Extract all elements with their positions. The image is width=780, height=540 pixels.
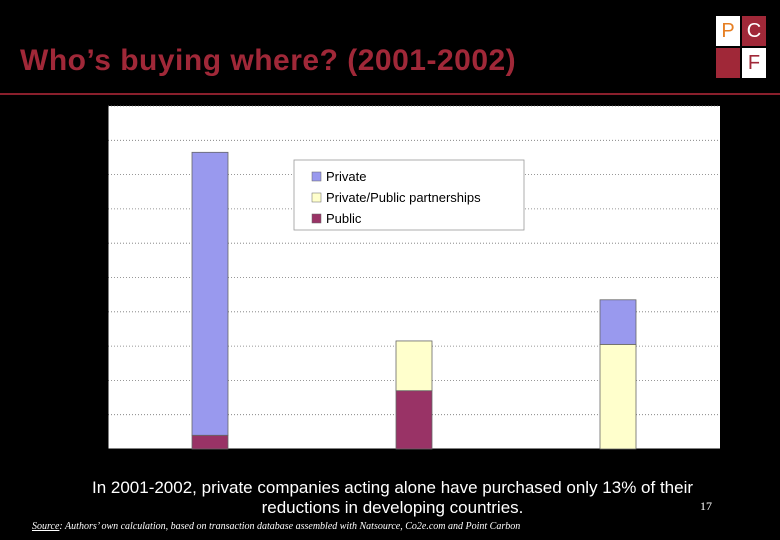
bar-segment [599, 343, 637, 450]
slide-title: Who’s buying where? (2001-2002) [20, 44, 517, 77]
y-tick-label: 10 [86, 271, 100, 286]
y-tick-label: 4 [93, 373, 100, 388]
y-tick-label: 18 [86, 133, 100, 148]
y-tick-label: 16 [86, 168, 100, 183]
slide-caption: In 2001-2002, private companies acting a… [40, 478, 745, 518]
legend-swatch [311, 192, 322, 203]
bar-segment [395, 340, 433, 392]
y-tick-label: 14 [86, 202, 100, 217]
legend-swatch [311, 171, 322, 182]
bar-segment [191, 151, 229, 436]
y-tick-label: 0 [93, 442, 100, 457]
legend-label: Public [326, 211, 362, 226]
source-label: Source [32, 521, 60, 532]
bar-segment [191, 434, 229, 450]
title-underline [0, 93, 780, 95]
x-tick-label: Annex II [186, 457, 234, 472]
logo-block [716, 48, 740, 78]
legend-box [293, 159, 525, 231]
y-tick-label: 8 [93, 305, 100, 320]
y-tick-label: 12 [86, 236, 100, 251]
y-tick-label: 6 [93, 339, 100, 354]
source-note: Source: Authors’ own calculation, based … [32, 521, 520, 532]
bar-segment [599, 299, 637, 345]
y-tick-label: 20 [86, 99, 100, 114]
legend-label: Private [326, 169, 366, 184]
x-tick-label: CDM [603, 457, 633, 472]
legend-label: Private/Public partnerships [326, 190, 481, 205]
logo-letter-f: F [742, 48, 766, 78]
caption-line-2: reductions in developing countries. [261, 498, 524, 517]
caption-line-1: In 2001-2002, private companies acting a… [91, 478, 694, 497]
x-tick-label: JI [409, 457, 419, 472]
source-text: : Authors’ own calculation, based on tra… [59, 521, 521, 532]
stacked-bar-chart: 0 2 4 6 8 10 12 14 16 18 20 Volume (Mt.Co2e) Annex I… [61, 99, 720, 472]
legend-swatch [311, 213, 322, 224]
y-tick-label: 2 [93, 408, 100, 423]
bar-segment [395, 390, 433, 450]
logo-letter-c: C [742, 16, 766, 46]
page-number: 17 [700, 499, 712, 513]
logo-letter-p: P [716, 16, 740, 46]
pcf-logo: P C F [716, 16, 768, 78]
y-axis-label: Volume (Mt.Co2e) [61, 225, 76, 330]
